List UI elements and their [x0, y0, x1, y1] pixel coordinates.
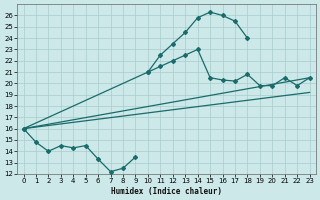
X-axis label: Humidex (Indice chaleur): Humidex (Indice chaleur) — [111, 187, 222, 196]
